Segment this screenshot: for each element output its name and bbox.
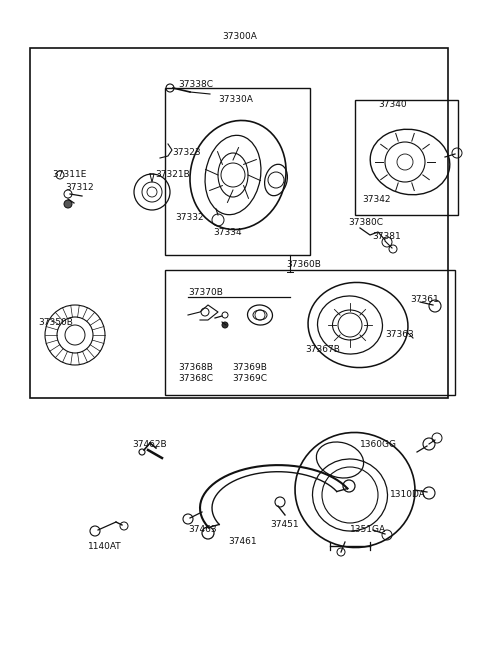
Text: 37350B: 37350B: [38, 318, 73, 327]
Text: 37332: 37332: [175, 213, 204, 222]
Circle shape: [64, 200, 72, 208]
Text: 37321B: 37321B: [155, 170, 190, 179]
Text: 37380C: 37380C: [348, 218, 383, 227]
Bar: [165, 270, 455, 395]
Text: 37338C: 37338C: [178, 80, 213, 89]
Text: 37334: 37334: [213, 228, 241, 237]
Text: 37340: 37340: [378, 100, 407, 109]
Text: 37451: 37451: [270, 520, 299, 529]
Text: 1310DA: 1310DA: [390, 490, 426, 499]
Text: 37342: 37342: [362, 195, 391, 204]
Text: 37367B: 37367B: [305, 345, 340, 354]
Text: 37360B: 37360B: [286, 260, 321, 269]
Text: 37330A: 37330A: [218, 95, 253, 104]
Text: 37463: 37463: [188, 525, 216, 534]
Text: 37363: 37363: [385, 330, 414, 339]
Text: 1140AT: 1140AT: [88, 542, 121, 551]
Text: 37462B: 37462B: [132, 440, 167, 449]
Text: 37300A: 37300A: [223, 32, 257, 41]
Bar: [30, 48, 448, 398]
Text: 1360GG: 1360GG: [360, 440, 397, 449]
Text: 37461: 37461: [228, 537, 257, 546]
Text: 37323: 37323: [172, 148, 201, 157]
Text: 37311E: 37311E: [52, 170, 86, 179]
Text: 37369B: 37369B: [232, 363, 267, 372]
Text: 37369C: 37369C: [232, 374, 267, 383]
Bar: [355, 100, 458, 215]
Circle shape: [222, 322, 228, 328]
Text: 37361: 37361: [410, 295, 439, 304]
Bar: [165, 88, 310, 255]
Text: 37312: 37312: [65, 183, 94, 192]
Text: 1351GA: 1351GA: [350, 525, 386, 534]
Text: 37368B: 37368B: [178, 363, 213, 372]
Text: 37370B: 37370B: [188, 288, 223, 297]
Text: 37368C: 37368C: [178, 374, 213, 383]
Text: 37381: 37381: [372, 232, 401, 241]
